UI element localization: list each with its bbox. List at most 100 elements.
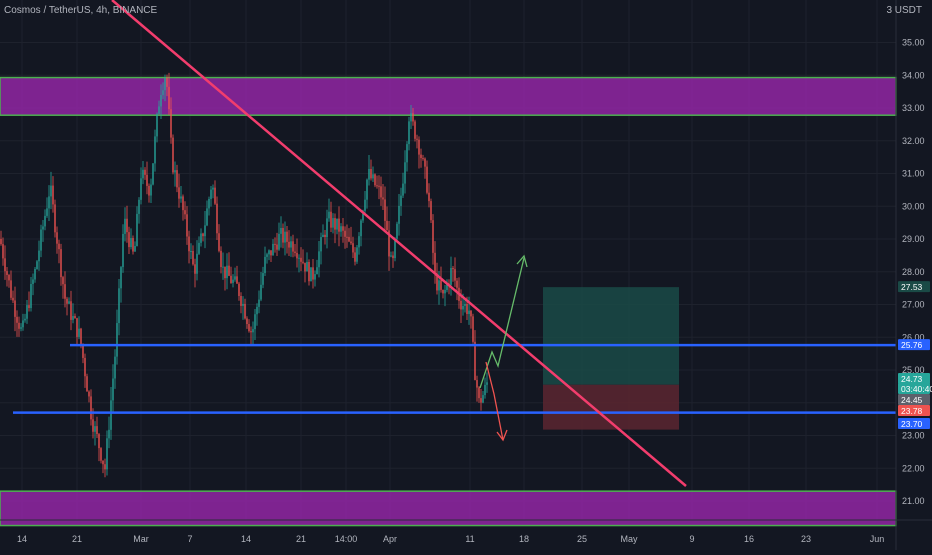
time-tick-label: 23 bbox=[801, 534, 811, 544]
candle-body bbox=[92, 419, 94, 432]
candle-body bbox=[306, 262, 308, 272]
price-badge-label: 23.70 bbox=[901, 419, 923, 429]
price-tick-label: 30.00 bbox=[902, 201, 925, 211]
candle-body bbox=[322, 234, 324, 238]
price-badge bbox=[898, 339, 930, 351]
candle-body bbox=[260, 284, 262, 300]
time-tick-label: 21 bbox=[72, 534, 82, 544]
candle-body bbox=[410, 113, 412, 122]
candle-body bbox=[36, 261, 38, 269]
candle-body bbox=[54, 204, 56, 233]
candle-body bbox=[152, 163, 154, 185]
candle-body bbox=[176, 170, 178, 188]
candle-body bbox=[236, 276, 238, 284]
candle-body bbox=[422, 158, 424, 160]
candle-body bbox=[52, 185, 54, 205]
candle-body bbox=[436, 273, 438, 291]
candle-body bbox=[222, 266, 224, 268]
candle-body bbox=[62, 277, 64, 285]
candle-body bbox=[106, 438, 108, 470]
candle-body bbox=[468, 310, 470, 315]
candle-body bbox=[346, 236, 348, 238]
candle-body bbox=[148, 185, 150, 196]
candle-body bbox=[66, 298, 68, 304]
time-tick-label: 7 bbox=[187, 534, 192, 544]
candle-body bbox=[408, 121, 410, 145]
candle-body bbox=[442, 289, 444, 294]
price-tick-label: 22.00 bbox=[902, 463, 925, 473]
price-badge-label: 24.73 bbox=[901, 374, 923, 384]
candle-body bbox=[42, 226, 44, 230]
candle-body bbox=[90, 396, 92, 420]
candle-body bbox=[84, 357, 86, 377]
candle-body bbox=[256, 306, 258, 315]
candle-body bbox=[302, 261, 304, 263]
candle-body bbox=[380, 186, 382, 198]
candle-body bbox=[72, 316, 74, 320]
candle-body bbox=[204, 225, 206, 237]
candle-body bbox=[424, 158, 426, 167]
candle-body bbox=[96, 426, 98, 435]
price-tick-label: 31.00 bbox=[902, 169, 925, 179]
candle-body bbox=[478, 387, 480, 399]
candle-body bbox=[28, 305, 30, 309]
drawing-tools bbox=[13, 0, 896, 487]
candle-body bbox=[454, 269, 456, 281]
candle-body bbox=[110, 400, 112, 430]
time-tick-label: 16 bbox=[744, 534, 754, 544]
candle-body bbox=[198, 242, 200, 254]
candle-body bbox=[280, 227, 282, 234]
candle-body bbox=[336, 218, 338, 230]
price-badge bbox=[898, 394, 930, 405]
candle-body bbox=[352, 243, 354, 253]
candle-body bbox=[20, 327, 22, 329]
candle-body bbox=[470, 310, 472, 317]
candle-body bbox=[196, 253, 198, 274]
candle-body bbox=[324, 234, 326, 238]
candle-body bbox=[234, 276, 236, 280]
candle-body bbox=[208, 198, 210, 209]
candle-body bbox=[482, 395, 484, 403]
candle-body bbox=[226, 265, 228, 279]
candle-body bbox=[262, 273, 264, 285]
price-tick-label: 34.00 bbox=[902, 70, 925, 80]
candle-body bbox=[418, 139, 420, 155]
candle-body bbox=[450, 267, 452, 285]
time-tick-label: 9 bbox=[689, 534, 694, 544]
candle-body bbox=[60, 249, 62, 278]
candle-body bbox=[180, 196, 182, 199]
candle-body bbox=[170, 109, 172, 138]
candle-body bbox=[240, 295, 242, 306]
candle-body bbox=[194, 264, 196, 274]
candle-body bbox=[172, 137, 174, 173]
symbol-title[interactable]: Cosmos / TetherUS, 4h, BINANCE bbox=[4, 5, 158, 16]
candle-body bbox=[64, 284, 66, 299]
currency-unit[interactable]: 3 USDT bbox=[886, 5, 922, 16]
candle-body bbox=[402, 183, 404, 196]
candle-body bbox=[340, 226, 342, 232]
candle-body bbox=[150, 184, 152, 196]
candle-body bbox=[258, 299, 260, 307]
candle-body bbox=[472, 316, 474, 342]
bearish-projection-arrow bbox=[485, 361, 504, 441]
candle-body bbox=[446, 283, 448, 290]
price-tick-label: 21.00 bbox=[902, 496, 925, 506]
candle-body bbox=[350, 241, 352, 244]
candle-body bbox=[344, 230, 346, 237]
candle-body bbox=[356, 247, 358, 262]
candle-body bbox=[276, 244, 278, 250]
candle-body bbox=[230, 275, 232, 283]
candle-body bbox=[414, 121, 416, 139]
candle-body bbox=[88, 391, 90, 397]
candle-body bbox=[412, 113, 414, 122]
candle-body bbox=[58, 243, 60, 250]
candle-body bbox=[428, 192, 430, 202]
candle-body bbox=[316, 267, 318, 275]
candle-body bbox=[12, 297, 14, 301]
candle-body bbox=[270, 250, 272, 256]
candle-body bbox=[56, 232, 58, 244]
candle-body bbox=[320, 237, 322, 252]
candle-body bbox=[326, 218, 328, 238]
